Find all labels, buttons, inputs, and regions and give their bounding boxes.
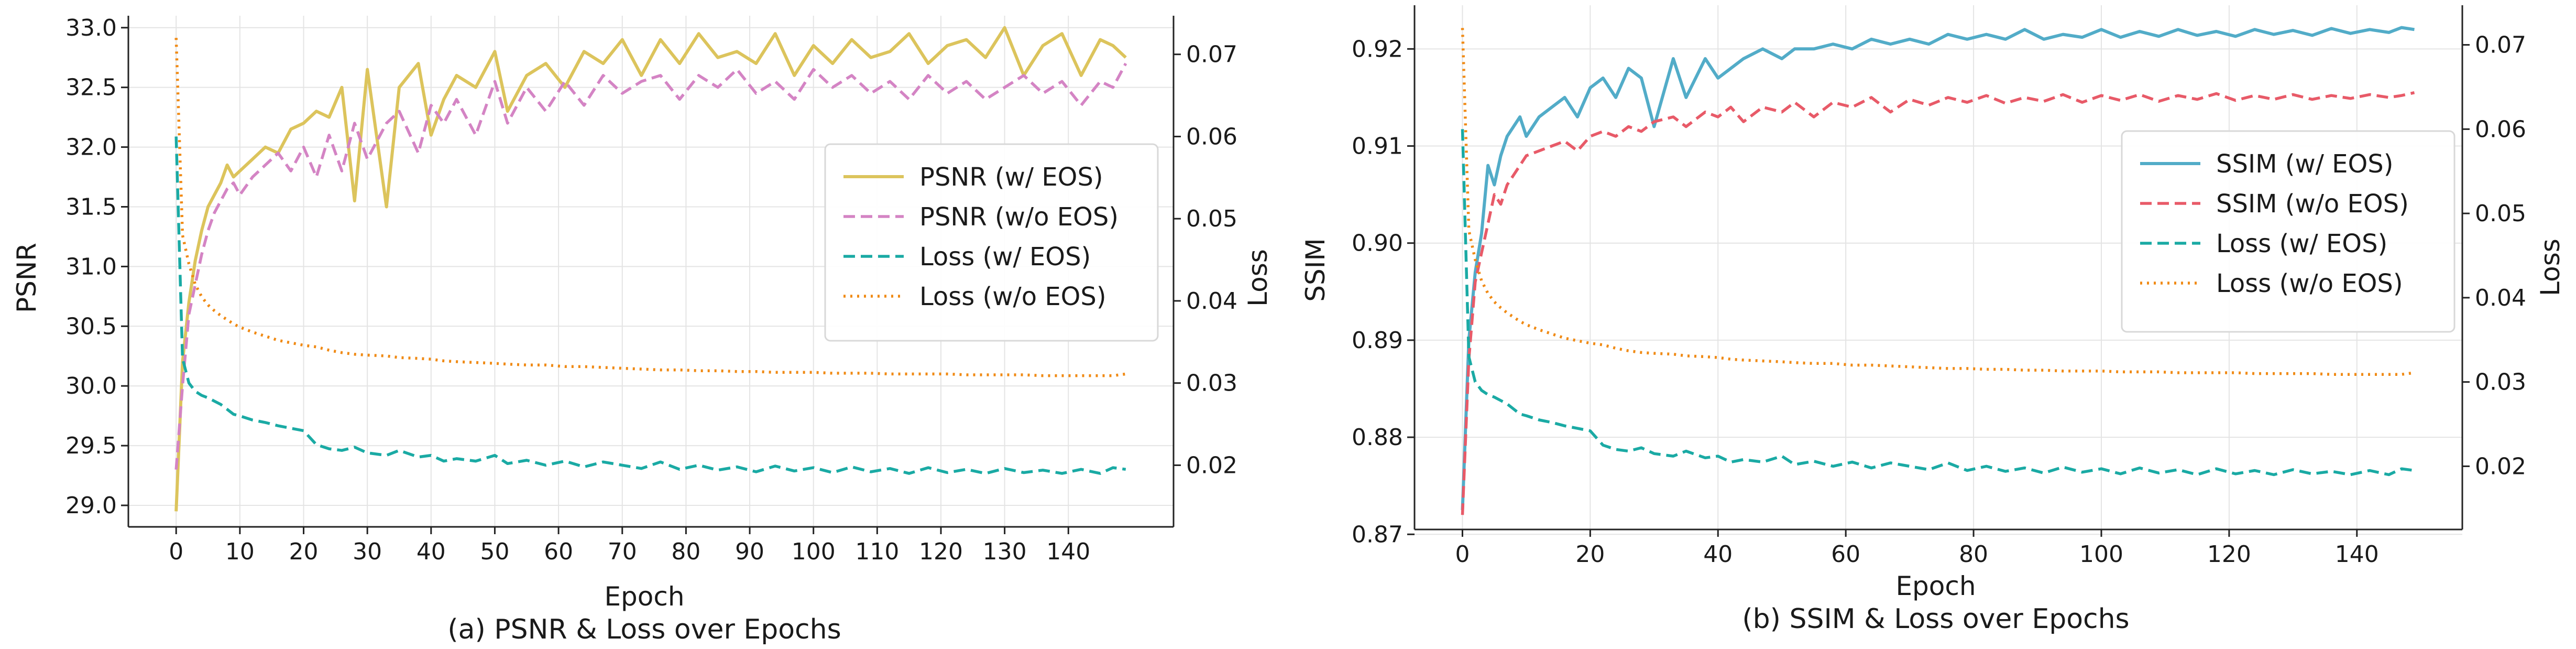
psnr-legend-label-2: Loss (w/ EOS): [919, 242, 1091, 272]
psnr-x-tick-label-7: 70: [608, 538, 637, 565]
ssim-legend-label-3: Loss (w/o EOS): [2216, 269, 2403, 298]
psnr-y-tick-label-2: 30.0: [65, 373, 117, 399]
ssim-x-tick-label-4: 80: [1959, 541, 1988, 568]
psnr-series-line-1: [174, 62, 1127, 470]
psnr-legend-box: [824, 143, 1159, 342]
ssim-y2-tick-label-5: 0.07: [2475, 32, 2526, 59]
ssim-y-tick-label-2: 0.89: [1352, 327, 1403, 354]
ssim-x-tick-label-3: 60: [1831, 541, 1860, 568]
psnr-series-lines: [174, 26, 1127, 512]
psnr-x-tick-label-5: 50: [480, 538, 509, 565]
psnr-y2-tick-label-2: 0.04: [1186, 288, 1237, 315]
ssim-y2-ticks: 0.02 0.03 0.04 0.05 0.06 0.07: [2462, 32, 2526, 480]
psnr-x-tick-label-10: 100: [792, 538, 836, 565]
ssim-y-tick-label-0: 0.87: [1352, 521, 1403, 548]
ssim-legend-label-0: SSIM (w/ EOS): [2216, 149, 2393, 179]
ssim-y-tick-label-4: 0.91: [1352, 133, 1403, 160]
ssim-y2-tick-label-3: 0.05: [2475, 200, 2526, 227]
ssim-y2-tick-label-2: 0.04: [2475, 285, 2526, 311]
psnr-y-axis-label: PSNR: [12, 243, 42, 313]
psnr-y-tick-label-8: 33.0: [65, 15, 117, 41]
ssim-caption: (b) SSIM & Loss over Epochs: [1742, 603, 2129, 635]
ssim-series-line-0: [1461, 26, 2415, 511]
ssim-y-tick-label-1: 0.88: [1352, 424, 1403, 451]
psnr-x-tick-label-13: 130: [983, 538, 1027, 565]
ssim-y2-tick-label-1: 0.03: [2475, 369, 2526, 396]
ssim-series-line-2: [1461, 129, 2415, 477]
ssim-series-line-1: [1461, 91, 2415, 515]
psnr-x-tick-label-0: 0: [169, 538, 183, 565]
psnr-y2-tick-label-4: 0.06: [1186, 123, 1237, 150]
ssim-x-tick-label-7: 140: [2335, 541, 2379, 568]
psnr-caption: (a) PSNR & Loss over Epochs: [447, 614, 841, 645]
psnr-legend-label-3: Loss (w/o EOS): [919, 282, 1106, 311]
ssim-x-tick-label-6: 120: [2207, 541, 2251, 568]
psnr-y2-ticks: 0.02 0.03 0.04 0.05 0.06 0.07: [1174, 41, 1237, 479]
psnr-legend-label-1: PSNR (w/o EOS): [919, 202, 1119, 232]
psnr-x-tick-label-2: 20: [289, 538, 319, 565]
ssim-axes: [1413, 5, 2463, 531]
psnr-y-tick-label-0: 29.0: [65, 492, 117, 519]
ssim-x-tick-label-2: 40: [1703, 541, 1733, 568]
psnr-y2-tick-label-0: 0.02: [1186, 452, 1237, 479]
ssim-x-tick-label-0: 0: [1455, 541, 1470, 568]
psnr-y-tick-label-4: 31.0: [65, 253, 117, 280]
psnr-y2-tick-label-5: 0.07: [1186, 41, 1237, 68]
psnr-y-tick-label-5: 31.5: [65, 193, 117, 220]
ssim-series-lines: [1461, 26, 2415, 515]
psnr-x-tick-label-12: 120: [919, 538, 963, 565]
psnr-x-tick-label-11: 110: [855, 538, 899, 565]
psnr-legend: PSNR (w/ EOS) PSNR (w/o EOS) Loss (w/ EOS)…: [824, 143, 1159, 342]
psnr-x-tick-label-1: 10: [225, 538, 255, 565]
psnr-x-tick-label-14: 140: [1046, 538, 1090, 565]
psnr-x-tick-label-4: 40: [416, 538, 446, 565]
psnr-y-tick-label-3: 30.5: [65, 313, 117, 340]
ssim-y2-tick-label-0: 0.02: [2475, 453, 2526, 480]
psnr-series-line-2: [174, 136, 1126, 475]
psnr-x-tick-label-8: 80: [671, 538, 700, 565]
ssim-legend-label-2: Loss (w/ EOS): [2216, 229, 2387, 258]
psnr-x-tick-label-3: 30: [353, 538, 382, 565]
psnr-x-tick-label-6: 60: [544, 538, 573, 565]
psnr-axes: [127, 16, 1175, 528]
psnr-series-line-0: [174, 26, 1127, 512]
ssim-y-ticks: 0.87 0.88 0.89 0.90 0.91 0.92: [1352, 36, 1415, 548]
ssim-y-tick-label-5: 0.92: [1352, 36, 1403, 62]
psnr-x-tick-label-9: 90: [735, 538, 764, 565]
psnr-y-tick-label-1: 29.5: [65, 432, 117, 459]
ssim-x-ticks: 0 20 40 60 80 100 120 140: [1455, 529, 2379, 568]
ssim-y2-tick-label-4: 0.06: [2475, 116, 2526, 143]
psnr-x-axis-label: Epoch: [604, 581, 684, 612]
ssim-y2-axis-label: Loss: [2535, 239, 2566, 296]
ssim-legend-box: [2121, 130, 2456, 333]
ssim-y-axis-label: SSIM: [1300, 238, 1331, 301]
ssim-legend: SSIM (w/ EOS) SSIM (w/o EOS) Loss (w/ EOS)…: [2121, 130, 2456, 333]
psnr-y-tick-label-7: 32.5: [65, 74, 117, 101]
psnr-legend-label-0: PSNR (w/ EOS): [919, 163, 1103, 192]
psnr-y2-tick-label-1: 0.03: [1186, 370, 1237, 397]
psnr-series-line-3: [174, 38, 1126, 377]
psnr-y-ticks: 29.0 29.5 30.0 30.5 31.0 31.5 32.0 32.5 33.0: [65, 15, 128, 519]
psnr-y2-tick-label-3: 0.05: [1186, 205, 1237, 232]
ssim-x-tick-label-1: 20: [1575, 541, 1605, 568]
ssim-x-axis-label: Epoch: [1895, 571, 1976, 601]
ssim-y-tick-label-3: 0.90: [1352, 230, 1403, 257]
psnr-loss-panel: 0 10 20 30 40 50 60 70 80 90 100 110 120 130 140 29.02…: [12, 15, 1273, 645]
psnr-y-tick-label-6: 32.0: [65, 134, 117, 161]
psnr-x-ticks: 0 10 20 30 40 50 60 70 80 90 100 110 120 130 140: [169, 527, 1090, 565]
ssim-x-tick-label-5: 100: [2079, 541, 2123, 568]
ssim-loss-panel: 0 20 40 60 80 100 120 140 0.870.880.890.900.910…: [1300, 5, 2566, 635]
psnr-y2-axis-label: Loss: [1243, 249, 1273, 307]
ssim-legend-label-1: SSIM (w/o EOS): [2216, 189, 2409, 219]
